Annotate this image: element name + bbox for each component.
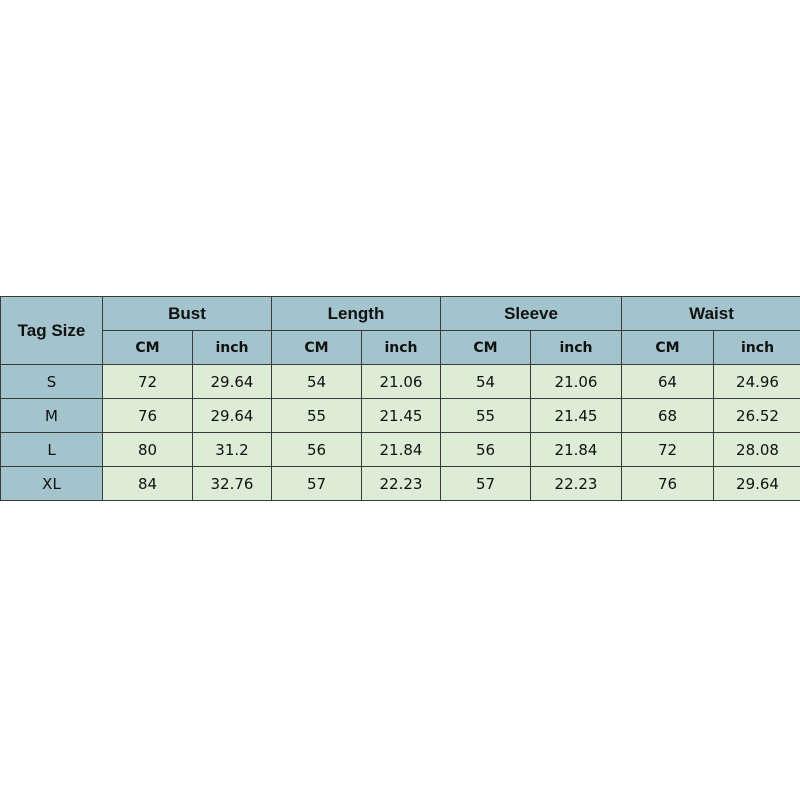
value-cell: 55 bbox=[271, 398, 362, 433]
size-cell: S bbox=[0, 364, 103, 399]
value-cell: 76 bbox=[621, 466, 715, 501]
value-cell: 56 bbox=[271, 432, 362, 467]
value-cell: 57 bbox=[271, 466, 362, 501]
value-cell: 21.45 bbox=[361, 398, 441, 433]
value-cell: 54 bbox=[440, 364, 531, 399]
unit-inch-header: inch bbox=[361, 330, 441, 365]
unit-inch-header: inch bbox=[529, 330, 623, 365]
value-cell: 55 bbox=[440, 398, 531, 433]
value-cell: 22.23 bbox=[529, 466, 623, 501]
value-cell: 21.84 bbox=[529, 432, 623, 467]
bust-header: Bust bbox=[102, 296, 272, 331]
sleeve-header: Sleeve bbox=[439, 296, 623, 331]
value-cell: 56 bbox=[440, 432, 531, 467]
value-cell: 57 bbox=[440, 466, 531, 501]
value-cell: 22.23 bbox=[361, 466, 441, 501]
value-cell: 54 bbox=[271, 364, 362, 399]
size-cell: M bbox=[0, 398, 103, 433]
table-row: M 76 29.64 55 21.45 55 21.45 68 26.52 bbox=[0, 398, 800, 433]
length-header: Length bbox=[271, 296, 441, 331]
value-cell: 29.64 bbox=[713, 466, 800, 501]
size-cell: XL bbox=[0, 466, 103, 501]
value-cell: 21.45 bbox=[529, 398, 623, 433]
value-cell: 76 bbox=[102, 398, 193, 433]
waist-header: Waist bbox=[621, 296, 800, 331]
value-cell: 26.52 bbox=[713, 398, 800, 433]
unit-cm-header: CM bbox=[271, 330, 362, 365]
value-cell: 80 bbox=[102, 432, 193, 467]
table-row: L 80 31.2 56 21.84 56 21.84 72 28.08 bbox=[0, 432, 800, 467]
value-cell: 72 bbox=[621, 432, 715, 467]
tag-size-header: Tag Size bbox=[0, 296, 103, 365]
value-cell: 68 bbox=[621, 398, 715, 433]
value-cell: 21.84 bbox=[361, 432, 441, 467]
table-row: S 72 29.64 54 21.06 54 21.06 64 24.96 bbox=[0, 364, 800, 399]
value-cell: 29.64 bbox=[192, 398, 272, 433]
unit-inch-header: inch bbox=[192, 330, 272, 365]
value-cell: 21.06 bbox=[529, 364, 623, 399]
unit-cm-header: CM bbox=[621, 330, 715, 365]
value-cell: 64 bbox=[621, 364, 715, 399]
value-cell: 31.2 bbox=[192, 432, 272, 467]
value-cell: 32.76 bbox=[192, 466, 272, 501]
value-cell: 21.06 bbox=[361, 364, 441, 399]
table-row: XL 84 32.76 57 22.23 57 22.23 76 29.64 bbox=[0, 466, 800, 501]
unit-cm-header: CM bbox=[102, 330, 193, 365]
value-cell: 84 bbox=[102, 466, 193, 501]
value-cell: 28.08 bbox=[713, 432, 800, 467]
value-cell: 24.96 bbox=[713, 364, 800, 399]
size-chart-table: Tag Size Bust Length Sleeve Waist CM inch… bbox=[0, 296, 800, 501]
unit-inch-header: inch bbox=[713, 330, 800, 365]
value-cell: 72 bbox=[102, 364, 193, 399]
value-cell: 29.64 bbox=[192, 364, 272, 399]
unit-cm-header: CM bbox=[440, 330, 531, 365]
size-cell: L bbox=[0, 432, 103, 467]
